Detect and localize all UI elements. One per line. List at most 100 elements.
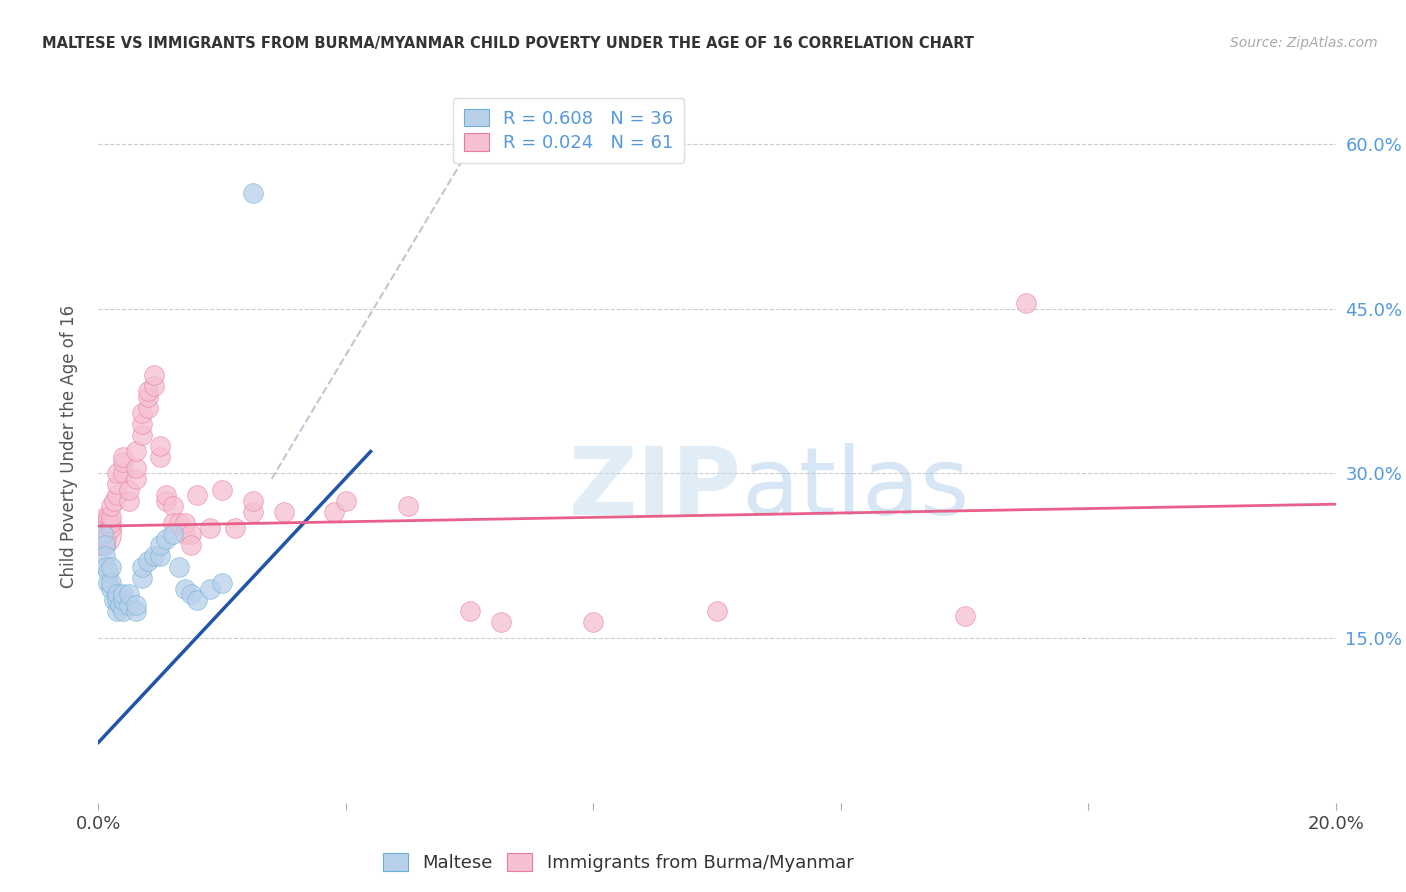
Point xyxy=(198,521,221,535)
Point xyxy=(93,538,115,552)
Point xyxy=(198,582,221,596)
Point xyxy=(489,615,512,629)
Point xyxy=(97,566,120,580)
Point xyxy=(97,510,120,524)
Point xyxy=(174,526,197,541)
Point xyxy=(174,582,197,596)
Text: MALTESE VS IMMIGRANTS FROM BURMA/MYANMAR CHILD POVERTY UNDER THE AGE OF 16 CORRE: MALTESE VS IMMIGRANTS FROM BURMA/MYANMAR… xyxy=(42,36,974,51)
Point xyxy=(112,467,135,481)
Point xyxy=(90,526,112,541)
Point xyxy=(100,559,122,574)
Point xyxy=(93,516,115,530)
Point xyxy=(174,516,197,530)
Point xyxy=(112,604,135,618)
Point xyxy=(211,483,233,497)
Point xyxy=(273,505,295,519)
Point xyxy=(322,505,344,519)
Point xyxy=(1015,296,1038,310)
Point xyxy=(97,516,120,530)
Legend: Maltese, Immigrants from Burma/Myanmar: Maltese, Immigrants from Burma/Myanmar xyxy=(375,847,860,880)
Point xyxy=(149,439,172,453)
Point xyxy=(162,500,184,514)
Point xyxy=(103,592,125,607)
Point xyxy=(149,549,172,563)
Point xyxy=(100,500,122,514)
Point xyxy=(93,521,115,535)
Point xyxy=(105,604,128,618)
Point xyxy=(131,406,153,420)
Point xyxy=(242,186,264,201)
Point xyxy=(118,587,141,601)
Point xyxy=(242,505,264,519)
Point xyxy=(706,604,728,618)
Point xyxy=(105,477,128,491)
Point xyxy=(93,533,115,547)
Point xyxy=(131,559,153,574)
Point xyxy=(105,592,128,607)
Point xyxy=(93,549,115,563)
Point xyxy=(136,554,159,568)
Point xyxy=(162,526,184,541)
Point xyxy=(458,604,481,618)
Point xyxy=(93,526,115,541)
Point xyxy=(186,592,208,607)
Point xyxy=(118,598,141,612)
Point xyxy=(105,467,128,481)
Point xyxy=(167,559,190,574)
Point xyxy=(131,571,153,585)
Point xyxy=(124,444,146,458)
Point xyxy=(131,417,153,431)
Point xyxy=(211,576,233,591)
Point xyxy=(90,538,112,552)
Point xyxy=(118,494,141,508)
Y-axis label: Child Poverty Under the Age of 16: Child Poverty Under the Age of 16 xyxy=(59,304,77,588)
Point xyxy=(136,384,159,398)
Point xyxy=(103,494,125,508)
Text: atlas: atlas xyxy=(742,442,970,535)
Point xyxy=(112,455,135,469)
Point xyxy=(143,378,166,392)
Point xyxy=(105,488,128,502)
Point xyxy=(100,521,122,535)
Point xyxy=(131,428,153,442)
Point xyxy=(136,401,159,415)
Point xyxy=(149,450,172,464)
Text: ZIP: ZIP xyxy=(569,442,742,535)
Point xyxy=(953,609,976,624)
Point xyxy=(396,500,419,514)
Point xyxy=(335,494,357,508)
Point xyxy=(180,587,202,601)
Point xyxy=(97,576,120,591)
Point xyxy=(224,521,246,535)
Point xyxy=(186,488,208,502)
Point xyxy=(108,598,131,612)
Point xyxy=(100,582,122,596)
Point xyxy=(94,559,117,574)
Point xyxy=(105,587,128,601)
Point xyxy=(112,587,135,601)
Point xyxy=(100,576,122,591)
Point xyxy=(242,494,264,508)
Point xyxy=(93,538,115,552)
Point xyxy=(582,615,605,629)
Point xyxy=(180,538,202,552)
Point xyxy=(100,516,122,530)
Point xyxy=(136,390,159,404)
Point xyxy=(118,483,141,497)
Point xyxy=(93,510,115,524)
Point xyxy=(112,450,135,464)
Point xyxy=(89,526,111,541)
Point xyxy=(124,461,146,475)
Point xyxy=(112,592,135,607)
Point xyxy=(100,510,122,524)
Point xyxy=(124,598,146,612)
Point xyxy=(180,526,202,541)
Point xyxy=(155,533,177,547)
Point xyxy=(94,533,117,547)
Point xyxy=(162,516,184,530)
Point xyxy=(155,488,177,502)
Point xyxy=(167,516,190,530)
Text: Source: ZipAtlas.com: Source: ZipAtlas.com xyxy=(1230,36,1378,50)
Point xyxy=(124,604,146,618)
Point xyxy=(124,472,146,486)
